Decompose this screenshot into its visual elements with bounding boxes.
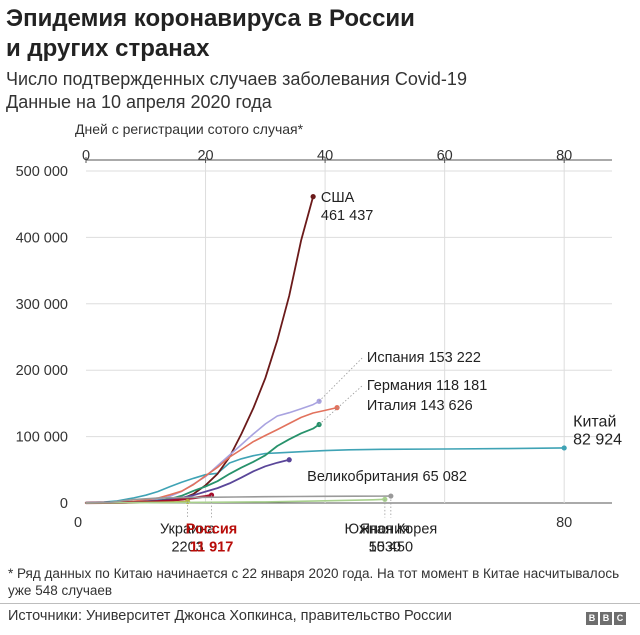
- series-labels: США 461 437 Испания 153 222 Германия 118 18…: [160, 190, 622, 555]
- bbc-logo: B B C: [586, 612, 626, 625]
- x-tick-label-bottom: 0: [74, 515, 82, 531]
- series-label: 10 450: [369, 540, 413, 556]
- chart-title-line-1: Эпидемия коронавируса в России: [6, 5, 415, 32]
- series-label: Великобритания 65 082: [307, 469, 467, 485]
- label-connector: [318, 356, 364, 402]
- chart-title: Эпидемия коронавируса в России и других …: [6, 4, 626, 64]
- footnote: * Ряд данных по Китаю начинается с 22 ян…: [8, 566, 620, 598]
- series-line: [85, 195, 314, 504]
- bbc-logo-letter: C: [614, 612, 626, 625]
- series-end-point: [286, 457, 292, 463]
- source-text: Источники: Университет Джонса Хопкинса, …: [8, 608, 452, 624]
- series-label: США: [321, 190, 355, 206]
- series-label: 2203: [171, 540, 203, 556]
- series-label: Китай: [573, 414, 616, 431]
- y-tick-label: 200 000: [16, 363, 68, 379]
- x-tick-label-top: 60: [437, 148, 453, 164]
- series-line: [85, 406, 338, 504]
- series-label: 82 924: [573, 432, 622, 449]
- source-bar: Источники: Университет Джонса Хопкинса, …: [0, 603, 640, 635]
- y-tick-label: 400 000: [16, 230, 68, 246]
- series-label: 5530: [369, 540, 401, 556]
- x-tick-label-top: 40: [317, 148, 333, 164]
- y-tick-label: 0: [60, 496, 68, 512]
- y-tick-label: 300 000: [16, 297, 68, 313]
- series-line: [85, 495, 392, 504]
- chart-subtitle-line-2: Данные на 10 апреля 2020 года: [6, 92, 272, 112]
- series-end-point: [310, 194, 316, 200]
- chart-subtitle: Число подтвержденных случаев заболевания…: [6, 68, 626, 114]
- series-end-point: [334, 405, 340, 411]
- grid-lines: 0 100 000 200 000 300 000 400 000 500 000 0 20 4…: [16, 148, 612, 531]
- label-connectors: [187, 356, 392, 518]
- series-label: Испания 153 222: [367, 350, 481, 366]
- series-label: Япония: [360, 522, 410, 538]
- x-tick-label-bottom: 80: [556, 515, 572, 531]
- y-tick-label: 500 000: [16, 164, 68, 180]
- label-connector: [318, 384, 364, 425]
- series-lines: [84, 194, 567, 505]
- chart-title-line-2: и других странах: [6, 35, 210, 62]
- series-end-point: [561, 445, 567, 451]
- x-tick-label-top: 80: [556, 148, 572, 164]
- series-label: Украина: [160, 522, 216, 538]
- y-tick-label: 100 000: [16, 430, 68, 446]
- series-label: 461 437: [321, 208, 373, 224]
- bbc-logo-letter: B: [600, 612, 612, 625]
- series-line: [85, 498, 386, 504]
- series-label: Германия 118 181: [367, 378, 487, 394]
- series-label: Италия 143 626: [367, 398, 473, 414]
- x-tick-label-top: 0: [82, 148, 90, 164]
- chart-subtitle-line-1: Число подтвержденных случаев заболевания…: [6, 69, 467, 89]
- series-label: Южная Корея: [344, 522, 437, 538]
- x-tick-label-top: 20: [197, 148, 213, 164]
- series-label: 11 917: [190, 540, 234, 556]
- series-line: [85, 447, 565, 504]
- bbc-logo-letter: B: [586, 612, 598, 625]
- series-label: Россия: [186, 522, 237, 538]
- x-axis-title: Дней с регистрации сотого случая*: [75, 121, 304, 137]
